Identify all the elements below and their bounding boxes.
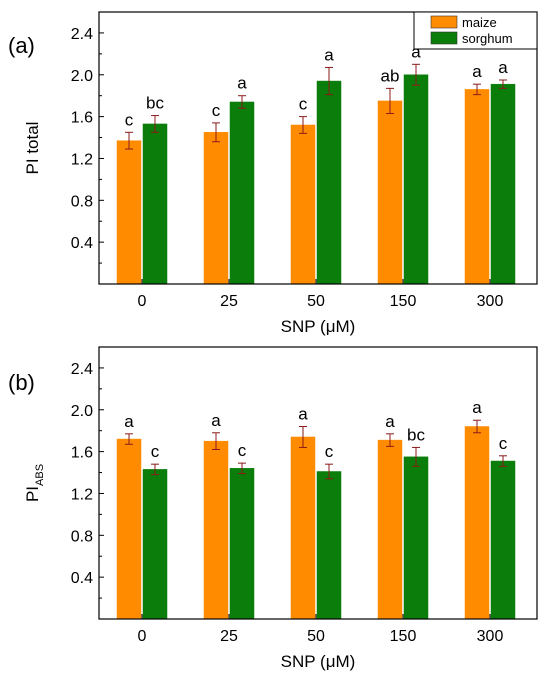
significance-letter: a — [498, 58, 508, 77]
bar-sorghum-25 — [229, 468, 255, 620]
y-axis-title-main: PI — [23, 486, 42, 502]
x-tick-label: 50 — [307, 628, 325, 645]
x-tick-label: 0 — [138, 293, 147, 310]
y-axis-title-main: PI total — [23, 122, 42, 175]
y-tick-label: 2.0 — [71, 403, 93, 420]
bar-maize-150 — [377, 100, 403, 285]
bar-maize-150 — [377, 439, 403, 620]
y-tick-label: 1.2 — [71, 151, 93, 168]
y-tick-label: 1.6 — [71, 110, 93, 127]
x-tick-label: 25 — [220, 293, 238, 310]
bar-sorghum-0 — [142, 469, 168, 620]
legend-swatch-sorghum — [430, 31, 458, 45]
significance-letter: a — [411, 42, 421, 61]
significance-letter: a — [211, 411, 221, 430]
significance-letter: c — [325, 442, 334, 461]
legend-swatch-maize — [430, 15, 458, 29]
y-axis-title: PI total — [23, 122, 42, 175]
panel-label: (a) — [8, 33, 35, 58]
chart-panel-b: (b)ac0ac25ac50abc150ac3000.40.81.21.62.0… — [8, 346, 538, 671]
bar-maize-50 — [290, 124, 316, 285]
bar-sorghum-25 — [229, 101, 255, 285]
significance-letter: c — [212, 101, 221, 120]
y-tick-label: 1.6 — [71, 445, 93, 462]
significance-letter: c — [299, 95, 308, 114]
x-axis-title: SNP (μM) — [281, 317, 356, 336]
significance-letter: a — [298, 405, 308, 424]
y-axis-title: PIABS — [23, 464, 46, 502]
bar-maize-300 — [464, 426, 490, 620]
significance-letter: bc — [407, 425, 425, 444]
x-tick-label: 25 — [220, 628, 238, 645]
bar-sorghum-50 — [316, 80, 342, 285]
y-tick-label: 2.4 — [71, 26, 93, 43]
y-tick-label: 0.8 — [71, 193, 93, 210]
bar-sorghum-150 — [403, 74, 429, 285]
significance-letter: a — [385, 412, 395, 431]
significance-letter: c — [151, 442, 160, 461]
y-axis-title-subscript: ABS — [34, 464, 46, 486]
significance-letter: a — [124, 412, 134, 431]
x-tick-label: 300 — [477, 293, 504, 310]
significance-letter: a — [472, 398, 482, 417]
bar-maize-25 — [203, 440, 229, 620]
y-tick-label: 2.4 — [71, 361, 93, 378]
significance-letter: c — [238, 441, 247, 460]
x-tick-label: 150 — [390, 628, 417, 645]
plot-frame — [98, 11, 538, 285]
bar-maize-300 — [464, 89, 490, 285]
significance-letter: ab — [381, 66, 400, 85]
y-tick-label: 1.2 — [71, 486, 93, 503]
plot-frame — [98, 346, 538, 620]
significance-letter: c — [125, 110, 134, 129]
legend-label-sorghum: sorghum — [462, 31, 513, 46]
x-axis-title: SNP (μM) — [281, 652, 356, 671]
significance-letter: c — [499, 434, 508, 453]
y-tick-label: 0.4 — [71, 570, 93, 587]
bar-maize-0 — [116, 140, 142, 285]
significance-letter: bc — [146, 94, 164, 113]
bar-sorghum-0 — [142, 123, 168, 285]
bar-sorghum-150 — [403, 456, 429, 620]
bar-maize-0 — [116, 438, 142, 620]
bar-sorghum-300 — [490, 83, 516, 285]
significance-letter: a — [237, 74, 247, 93]
y-tick-label: 2.0 — [71, 68, 93, 85]
significance-letter: a — [472, 62, 482, 81]
legend-label-maize: maize — [462, 15, 497, 30]
x-tick-label: 0 — [138, 628, 147, 645]
bar-maize-50 — [290, 436, 316, 620]
panel-label: (b) — [8, 370, 35, 395]
bar-sorghum-50 — [316, 471, 342, 620]
x-tick-label: 300 — [477, 628, 504, 645]
bar-sorghum-300 — [490, 460, 516, 620]
significance-letter: a — [324, 45, 334, 64]
bar-maize-25 — [203, 132, 229, 285]
x-tick-label: 50 — [307, 293, 325, 310]
y-tick-label: 0.4 — [71, 235, 93, 252]
y-tick-label: 0.8 — [71, 528, 93, 545]
x-tick-label: 150 — [390, 293, 417, 310]
